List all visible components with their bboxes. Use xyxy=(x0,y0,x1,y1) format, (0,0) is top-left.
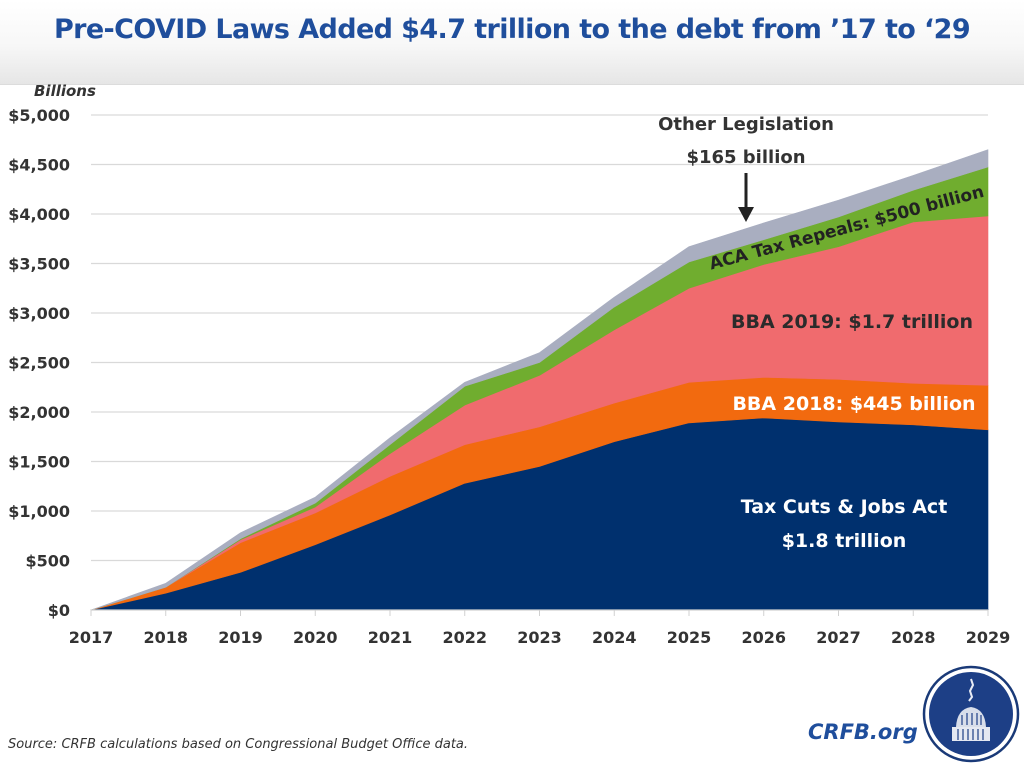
y-tick-label: $5,000 xyxy=(8,106,70,125)
x-tick-label: 2020 xyxy=(293,628,338,647)
x-tick-label: 2025 xyxy=(667,628,712,647)
x-axis: 2017 2018 2019 2020 2021 2022 2023 2024 2025 2026… xyxy=(69,609,1011,647)
y-tick-label: $3,000 xyxy=(8,304,70,323)
x-tick-label: 2027 xyxy=(816,628,861,647)
x-tick-label: 2017 xyxy=(69,628,114,647)
x-tick-label: 2028 xyxy=(891,628,936,647)
x-tick-label: 2023 xyxy=(517,628,562,647)
x-tick-label: 2019 xyxy=(218,628,263,647)
source-note: Source: CRFB calculations based on Congr… xyxy=(8,737,469,752)
chart-title: Pre-COVID Laws Added $4.7 trillion to th… xyxy=(53,14,971,45)
capitol-dome-logo-icon xyxy=(922,665,1020,763)
y-tick-label: $3,500 xyxy=(8,255,70,274)
annotation-bba-2019: BBA 2019: $1.7 trillion xyxy=(731,311,973,333)
y-axis-unit-label: Billions xyxy=(34,82,96,100)
y-tick-label: $1,500 xyxy=(8,453,70,472)
area-other-legislation xyxy=(90,149,989,611)
annotation-arrow-head xyxy=(738,207,754,222)
annotation-bba-2018: BBA 2018: $445 billion xyxy=(732,393,975,415)
y-tick-label: $0 xyxy=(48,601,70,620)
annotation-tcja: $1.8 trillion xyxy=(782,530,907,552)
annotation-other-legislation: Other Legislation xyxy=(658,114,834,135)
y-tick-label: $500 xyxy=(25,552,70,571)
y-tick-label: $2,500 xyxy=(8,354,70,373)
x-tick-label: 2026 xyxy=(741,628,786,647)
y-tick-label: $1,000 xyxy=(8,502,70,521)
title-banner: Pre-COVID Laws Added $4.7 trillion to th… xyxy=(0,0,1024,85)
x-tick-label: 2029 xyxy=(966,628,1011,647)
y-axis: $0 $500 $1,000 $1,500 $2,000 $2,500 $3,000 $3,5… xyxy=(8,106,70,620)
y-tick-label: $2,000 xyxy=(8,403,70,422)
y-tick-label: $4,000 xyxy=(8,205,70,224)
annotation-tcja: Tax Cuts & Jobs Act xyxy=(741,496,948,518)
x-tick-label: 2018 xyxy=(143,628,188,647)
annotation-other-legislation: $165 billion xyxy=(686,147,805,168)
x-tick-label: 2021 xyxy=(368,628,413,647)
x-tick-label: 2022 xyxy=(442,628,487,647)
x-tick-label: 2024 xyxy=(592,628,637,647)
area-layers xyxy=(90,149,989,611)
y-tick-label: $4,500 xyxy=(8,156,70,175)
brand-link[interactable]: CRFB.org xyxy=(808,720,918,744)
